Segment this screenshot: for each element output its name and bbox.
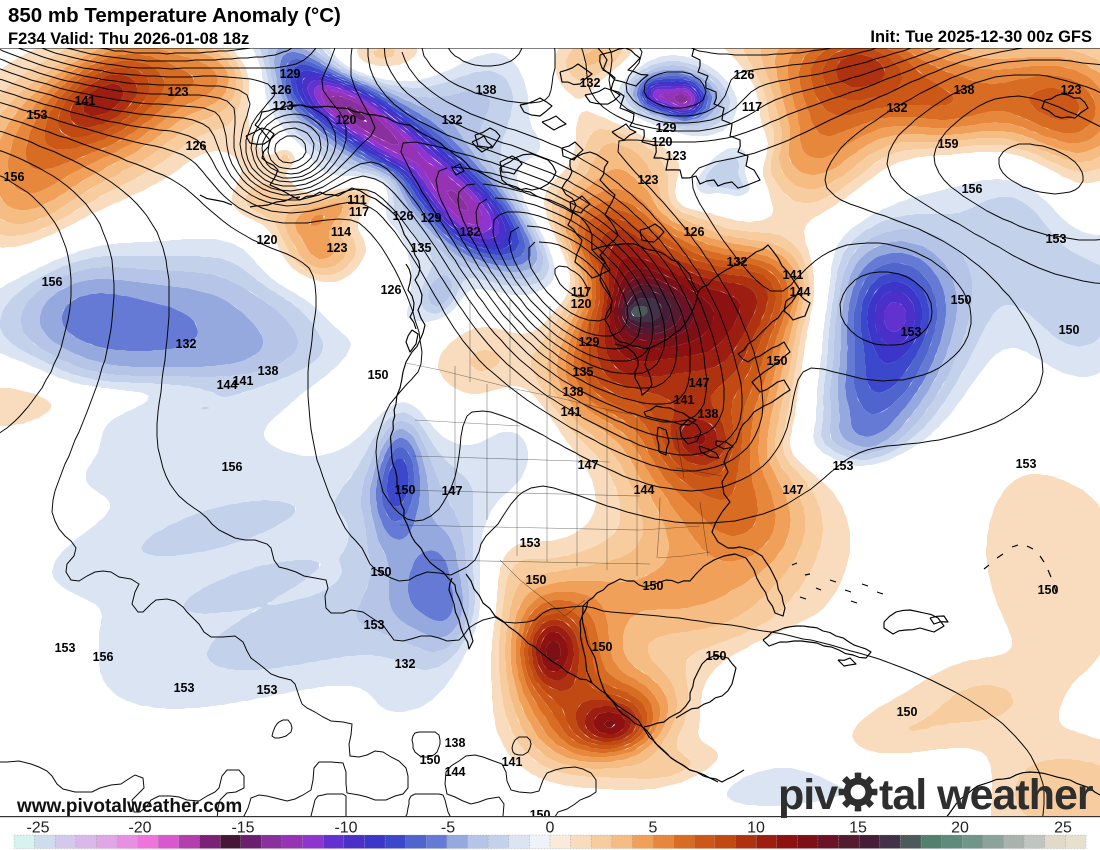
svg-text:129: 129	[421, 211, 442, 225]
svg-text:135: 135	[573, 365, 594, 379]
svg-text:138: 138	[954, 83, 975, 97]
svg-text:153: 153	[520, 536, 541, 550]
svg-text:144: 144	[217, 378, 238, 392]
svg-text:132: 132	[442, 113, 463, 127]
svg-text:126: 126	[186, 139, 207, 153]
svg-text:138: 138	[563, 385, 584, 399]
svg-text:150: 150	[1059, 323, 1080, 337]
svg-text:150: 150	[420, 753, 441, 767]
svg-text:147: 147	[783, 483, 804, 497]
svg-text:123: 123	[1061, 83, 1082, 97]
svg-text:147: 147	[442, 484, 463, 498]
svg-text:132: 132	[580, 76, 601, 90]
svg-text:147: 147	[689, 376, 710, 390]
svg-text:123: 123	[666, 149, 687, 163]
svg-text:153: 153	[55, 641, 76, 655]
svg-text:120: 120	[257, 233, 278, 247]
svg-text:150: 150	[643, 579, 664, 593]
svg-text:141: 141	[75, 94, 96, 108]
svg-text:126: 126	[734, 68, 755, 82]
svg-text:10: 10	[747, 820, 765, 837]
svg-text:123: 123	[327, 241, 348, 255]
svg-text:138: 138	[698, 407, 719, 421]
svg-text:120: 120	[336, 113, 357, 127]
svg-text:138: 138	[445, 736, 466, 750]
svg-text:117: 117	[349, 205, 369, 219]
svg-text:126: 126	[271, 83, 292, 97]
svg-text:153: 153	[364, 618, 385, 632]
svg-text:114: 114	[331, 225, 351, 239]
svg-text:144: 144	[445, 765, 466, 779]
svg-text:129: 129	[280, 67, 301, 81]
svg-text:5: 5	[649, 820, 658, 837]
svg-text:153: 153	[833, 459, 854, 473]
svg-text:129: 129	[579, 335, 600, 349]
svg-text:132: 132	[176, 337, 197, 351]
svg-text:150: 150	[371, 565, 392, 579]
svg-text:141: 141	[502, 755, 523, 769]
svg-text:150: 150	[368, 368, 389, 382]
svg-text:120: 120	[571, 297, 592, 311]
svg-text:120: 120	[652, 135, 673, 149]
svg-text:138: 138	[476, 83, 497, 97]
svg-text:123: 123	[168, 85, 189, 99]
svg-text:150: 150	[530, 808, 551, 822]
svg-text:144: 144	[790, 285, 811, 299]
svg-text:144: 144	[634, 483, 655, 497]
svg-text:15: 15	[849, 820, 867, 837]
svg-text:129: 129	[656, 121, 677, 135]
svg-text:117: 117	[742, 100, 762, 114]
svg-text:150: 150	[395, 483, 416, 497]
svg-text:132: 132	[727, 255, 748, 269]
svg-text:156: 156	[42, 275, 63, 289]
svg-text:126: 126	[381, 283, 402, 297]
svg-text:tal weather: tal weather	[879, 771, 1094, 819]
svg-text:-25: -25	[26, 820, 49, 837]
svg-text:156: 156	[222, 460, 243, 474]
svg-text:150: 150	[951, 293, 972, 307]
svg-text:-15: -15	[231, 820, 254, 837]
svg-text:141: 141	[674, 393, 695, 407]
svg-text:150: 150	[706, 649, 727, 663]
svg-text:123: 123	[273, 99, 294, 113]
svg-text:153: 153	[174, 681, 195, 695]
svg-text:126: 126	[393, 209, 414, 223]
svg-text:141: 141	[233, 374, 254, 388]
svg-text:153: 153	[1046, 232, 1067, 246]
svg-text:156: 156	[93, 650, 114, 664]
svg-text:150: 150	[767, 354, 788, 368]
svg-text:141: 141	[561, 405, 582, 419]
svg-text:156: 156	[4, 170, 25, 184]
svg-text:156: 156	[962, 182, 983, 196]
svg-text:piv: piv	[778, 771, 838, 819]
svg-text:-5: -5	[441, 820, 455, 837]
svg-text:20: 20	[951, 820, 969, 837]
svg-text:-20: -20	[128, 820, 151, 837]
svg-text:153: 153	[257, 683, 278, 697]
svg-text:117: 117	[571, 285, 591, 299]
svg-text:147: 147	[578, 458, 599, 472]
svg-text:132: 132	[887, 101, 908, 115]
svg-text:138: 138	[258, 364, 279, 378]
svg-text:132: 132	[460, 225, 481, 239]
svg-text:132: 132	[395, 657, 416, 671]
svg-text:0: 0	[546, 820, 555, 837]
svg-text:150: 150	[1038, 583, 1059, 597]
svg-text:153: 153	[1016, 457, 1037, 471]
svg-text:www.pivotalweather.com: www.pivotalweather.com	[16, 796, 242, 817]
svg-text:153: 153	[901, 325, 922, 339]
svg-text:123: 123	[638, 173, 659, 187]
svg-text:126: 126	[684, 225, 705, 239]
svg-text:111: 111	[347, 193, 367, 207]
svg-text:135: 135	[411, 241, 432, 255]
svg-text:141: 141	[783, 268, 804, 282]
svg-text:150: 150	[897, 705, 918, 719]
svg-text:25: 25	[1054, 820, 1072, 837]
svg-text:150: 150	[592, 640, 613, 654]
svg-text:153: 153	[27, 108, 48, 122]
svg-text:159: 159	[938, 137, 959, 151]
svg-text:-10: -10	[334, 820, 357, 837]
svg-text:150: 150	[526, 573, 547, 587]
